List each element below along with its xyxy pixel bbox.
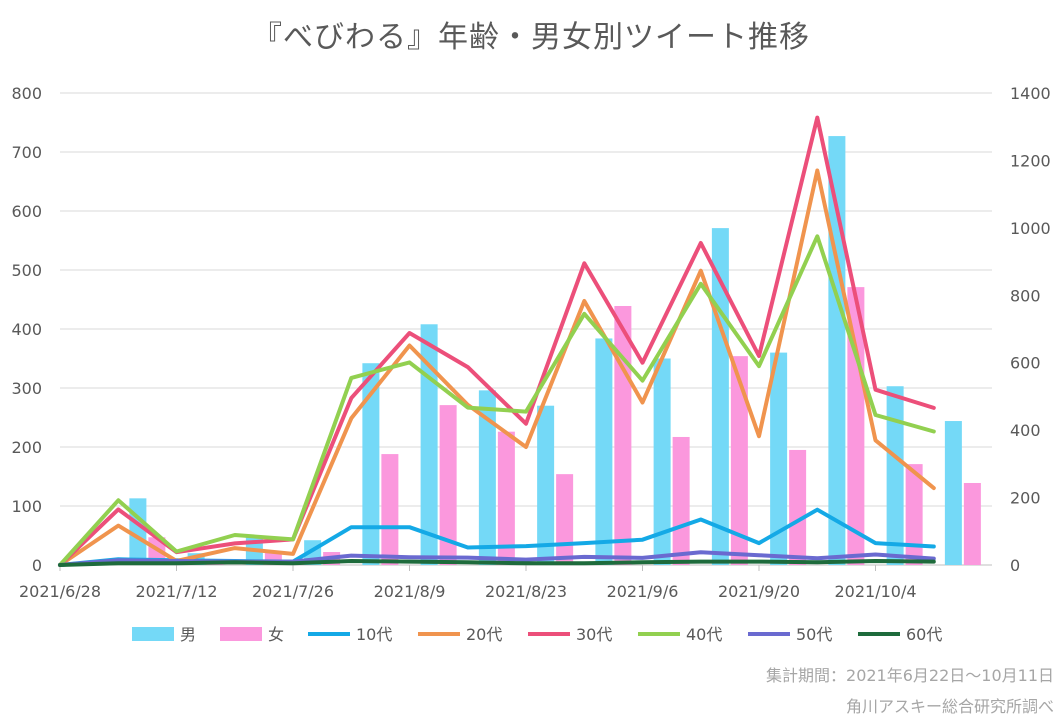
right-tick-label: 1200	[1010, 151, 1051, 170]
right-axis: 0 200 400 600 800 1000 1200 1400	[1010, 84, 1051, 575]
bar-女	[381, 454, 399, 565]
x-tick-label: 2021/6/28	[19, 582, 101, 601]
bar-女	[497, 431, 515, 565]
line-60代	[58, 559, 936, 567]
right-tick-label: 0	[1010, 556, 1020, 575]
bar-女	[847, 287, 865, 565]
line-series	[58, 115, 936, 567]
bar-女	[672, 436, 690, 565]
bar-女	[556, 474, 574, 565]
right-tick-label: 1000	[1010, 219, 1051, 238]
bar-女	[730, 356, 748, 565]
line-30代	[58, 115, 936, 567]
legend-label-30代: 30代	[576, 625, 612, 644]
x-tick-label: 2021/8/23	[485, 582, 567, 601]
x-tick-label: 2021/7/26	[252, 582, 334, 601]
bar-男	[537, 405, 555, 565]
bar-男	[770, 352, 788, 565]
x-tick-label: 2021/8/9	[374, 582, 446, 601]
bar-男	[944, 421, 962, 565]
bar-女	[439, 405, 457, 565]
legend-swatch-女	[220, 627, 262, 641]
legend-label-40代: 40代	[686, 625, 722, 644]
left-tick-label: 100	[11, 497, 42, 516]
left-tick-label: 800	[11, 84, 42, 103]
note-period: 集計期間：2021年6月22日～10月11日	[766, 666, 1054, 685]
left-tick-label: 700	[11, 143, 42, 162]
bar-男	[653, 358, 671, 565]
bar-男	[595, 338, 613, 565]
legend-swatch-男	[132, 627, 174, 641]
chart-title: 『べびわる』年齢・男女別ツイート推移	[252, 20, 810, 55]
line-40代	[58, 234, 936, 567]
x-tick-label: 2021/10/4	[834, 582, 916, 601]
left-tick-label: 600	[11, 202, 42, 221]
left-tick-label: 200	[11, 438, 42, 457]
bar-男	[886, 386, 904, 565]
bar-女	[789, 449, 807, 565]
legend: 男 女 10代 20代 30代 40代 50代 60代	[132, 625, 942, 644]
right-tick-label: 200	[1010, 489, 1041, 508]
note-source: 角川アスキー総合研究所調べ	[845, 697, 1054, 716]
x-tick-label: 2021/9/6	[607, 582, 679, 601]
right-tick-label: 400	[1010, 421, 1041, 440]
legend-label-50代: 50代	[796, 625, 832, 644]
bar-女	[614, 305, 632, 565]
bar-女	[963, 482, 981, 565]
left-tick-label: 300	[11, 379, 42, 398]
legend-label-60代: 60代	[906, 625, 942, 644]
legend-label-20代: 20代	[466, 625, 502, 644]
bar-男	[420, 324, 438, 565]
bar-男	[478, 390, 496, 565]
x-tick-label: 2021/9/20	[718, 582, 800, 601]
left-axis: 0 100 200 300 400 500 600 700 800	[11, 84, 42, 575]
left-tick-label: 0	[32, 556, 42, 575]
legend-label-10代: 10代	[356, 625, 392, 644]
right-tick-label: 800	[1010, 286, 1041, 305]
left-tick-label: 500	[11, 261, 42, 280]
legend-label-女: 女	[268, 625, 284, 644]
left-tick-label: 400	[11, 320, 42, 339]
bar-男	[362, 363, 380, 565]
legend-label-男: 男	[180, 625, 196, 644]
x-tick-label: 2021/7/12	[135, 582, 217, 601]
bar-女	[905, 464, 923, 565]
right-tick-label: 1400	[1010, 84, 1051, 103]
right-tick-label: 600	[1010, 354, 1041, 373]
x-axis: 2021/6/28 2021/7/12 2021/7/26 2021/8/9 2021/…	[19, 564, 992, 601]
